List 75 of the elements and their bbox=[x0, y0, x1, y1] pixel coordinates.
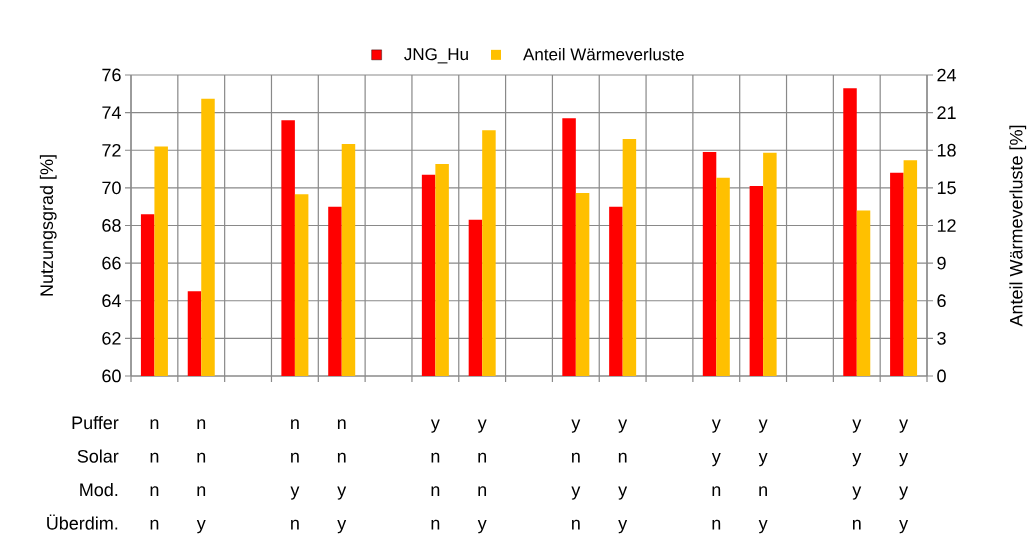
text: n bbox=[150, 452, 159, 463]
text: y bbox=[758, 419, 768, 433]
text: n bbox=[150, 519, 159, 530]
text: n bbox=[337, 419, 346, 429]
text: n bbox=[852, 519, 861, 530]
y-tick-label: 72 bbox=[102, 143, 121, 157]
text: y bbox=[899, 519, 909, 534]
text: y bbox=[758, 519, 768, 534]
text: n bbox=[197, 486, 206, 496]
y-tick-label: 68 bbox=[102, 219, 121, 232]
text: y bbox=[711, 419, 721, 433]
y2-axis-title: Anteil Wärmeverluste [%] bbox=[1009, 125, 1027, 327]
text: y bbox=[899, 452, 909, 467]
text: y bbox=[618, 486, 628, 500]
text: n bbox=[197, 419, 206, 429]
y2-tick-label: 24 bbox=[937, 68, 957, 82]
text: y bbox=[852, 419, 862, 433]
text: Mod. bbox=[80, 482, 118, 497]
text: n bbox=[618, 452, 627, 463]
text: y bbox=[899, 486, 909, 500]
text: y bbox=[337, 519, 347, 534]
text: n bbox=[150, 419, 159, 429]
text: y bbox=[758, 452, 768, 467]
text: y bbox=[430, 419, 440, 433]
text: n bbox=[291, 519, 299, 530]
text: y bbox=[618, 419, 628, 433]
y2-tick-label: 12 bbox=[937, 219, 956, 232]
text: y bbox=[852, 486, 862, 500]
text: n bbox=[712, 519, 721, 530]
text: n bbox=[337, 452, 346, 463]
text: y bbox=[711, 452, 721, 467]
y-tick-label: 66 bbox=[102, 256, 121, 270]
text: n bbox=[150, 486, 159, 496]
text: y bbox=[337, 486, 347, 500]
text: Überdim. bbox=[47, 514, 118, 530]
text: Solar bbox=[77, 449, 119, 463]
y2-tick-label: 3 bbox=[937, 331, 946, 345]
text: n bbox=[572, 452, 580, 463]
text: n bbox=[431, 452, 440, 463]
text: n bbox=[478, 486, 487, 496]
y2-tick-label: 15 bbox=[937, 181, 956, 195]
y2-tick-label: 9 bbox=[937, 256, 946, 270]
text: y bbox=[618, 519, 628, 534]
y-tick-label: 64 bbox=[102, 294, 121, 308]
text: n bbox=[291, 419, 299, 429]
bar bbox=[201, 98, 215, 376]
legend-label: Anteil Wärmeverluste bbox=[523, 47, 684, 61]
y2-tick-label: 21 bbox=[937, 106, 956, 119]
text: y bbox=[477, 419, 487, 433]
y-tick-label: 60 bbox=[102, 369, 121, 383]
text: n bbox=[431, 519, 440, 530]
text: y bbox=[571, 419, 581, 433]
text: n bbox=[572, 519, 580, 530]
text: y bbox=[852, 452, 862, 467]
text: y bbox=[571, 486, 581, 500]
text: Puffer bbox=[72, 415, 119, 430]
y2-tick-label: 6 bbox=[937, 294, 946, 308]
text: n bbox=[478, 452, 487, 463]
y2-tick-label: 0 bbox=[937, 369, 946, 383]
text: n bbox=[759, 486, 767, 496]
y-tick-label: 70 bbox=[102, 181, 121, 195]
text: y bbox=[196, 519, 206, 534]
text: n bbox=[197, 452, 206, 463]
text: n bbox=[291, 452, 299, 463]
legend-label: JNG_Hu bbox=[404, 48, 468, 64]
y-tick-label: 62 bbox=[102, 331, 121, 345]
text: n bbox=[431, 486, 440, 496]
text: y bbox=[290, 486, 300, 500]
y-tick-label: 74 bbox=[102, 106, 121, 119]
text: y bbox=[477, 519, 487, 534]
y2-tick-label: 18 bbox=[937, 143, 956, 157]
y-tick-label: 76 bbox=[102, 68, 121, 82]
text: y bbox=[899, 419, 909, 433]
text: n bbox=[712, 486, 721, 496]
y-axis-title: Nutzungsgrad [%] bbox=[39, 155, 57, 296]
